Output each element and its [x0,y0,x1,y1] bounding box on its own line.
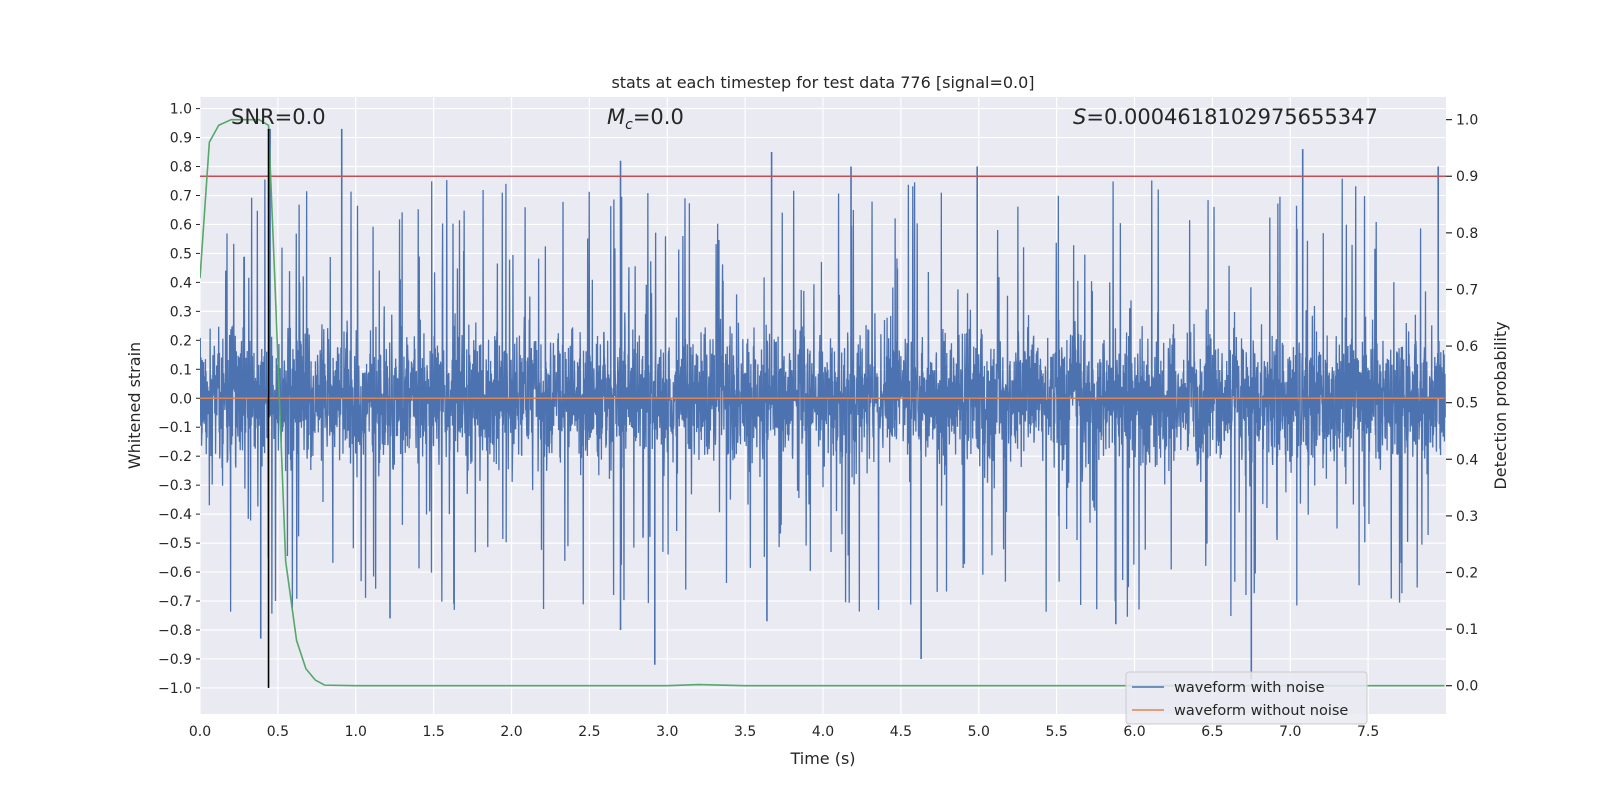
x-tick-label: 4.5 [890,724,912,740]
y-left-tick-label: 0.3 [170,304,192,320]
x-tick-label: 0.0 [189,724,211,740]
x-axis-label: Time (s) [789,749,855,768]
x-tick-label: 5.5 [1045,724,1067,740]
s-value: =0.0004618102975655347 [1086,105,1378,129]
y-left-tick-label: −0.9 [158,652,192,668]
y-right-tick-label: 0.6 [1456,339,1478,355]
y-left-tick-label: −0.8 [158,623,192,639]
x-tick-label: 7.0 [1279,724,1301,740]
mc-annotation: Mc=0.0 [607,105,684,133]
y-right-tick-label: 0.8 [1456,226,1478,242]
y-right-tick-label: 0.5 [1456,396,1478,412]
x-tick-label: 7.5 [1357,724,1379,740]
y-left-tick-label: 0.9 [170,131,192,147]
y-right-tick-label: 0.4 [1456,452,1478,468]
y-left-tick-label: −0.1 [158,420,192,436]
y-left-tick-label: −0.4 [158,507,192,523]
snr-annotation: SNR=0.0 [231,105,326,129]
chart-title: stats at each timestep for test data 776… [611,73,1034,92]
x-tick-label: 1.5 [422,724,444,740]
legend-label-noise: waveform with noise [1174,680,1325,696]
mc-symbol: M [607,105,625,129]
y-left-tick-label: 0.0 [170,391,192,407]
y-axis-label-right: Detection probability [1491,321,1510,489]
x-tick-label: 3.0 [656,724,678,740]
y-right-tick-label: 0.9 [1456,169,1478,185]
y-left-tick-label: 0.7 [170,188,192,204]
y-right-tick-label: 0.1 [1456,622,1478,638]
legend-label-clean: waveform without noise [1174,703,1348,719]
y-right-tick-label: 0.7 [1456,282,1478,298]
x-tick-label: 3.5 [734,724,756,740]
y-left-tick-label: 0.1 [170,362,192,378]
data-layer [200,118,1446,688]
y-left-tick-label: −1.0 [158,681,192,697]
y-axis-label-left: Whitened strain [125,342,144,469]
x-tick-label: 6.0 [1123,724,1145,740]
y-right-tick-label: 0.2 [1456,565,1478,581]
mc-value: =0.0 [633,105,684,129]
y-left-tick-label: 0.2 [170,333,192,349]
y-left-tick-label: 1.0 [170,102,192,118]
x-tick-label: 2.0 [500,724,522,740]
y-left-tick-label: −0.6 [158,565,192,581]
y-right-tick-label: 0.3 [1456,509,1478,525]
legend: waveform with noise waveform without noi… [1125,671,1368,725]
y-left-tick-label: −0.5 [158,536,192,552]
s-symbol: S [1073,105,1086,129]
y-left-tick-label: −0.3 [158,478,192,494]
y-left-tick-label: 0.8 [170,160,192,176]
mc-subscript: c [625,117,633,133]
x-tick-label: 6.5 [1201,724,1223,740]
y-right-tick-label: 0.0 [1456,679,1478,695]
x-tick-label: 4.0 [812,724,834,740]
y-left-tick-label: −0.2 [158,449,192,465]
x-tick-label: 1.0 [345,724,367,740]
y-left-tick-label: 0.5 [170,246,192,262]
y-left-tick-label: 0.6 [170,217,192,233]
y-right-tick-label: 1.0 [1456,113,1478,129]
x-tick-label: 2.5 [578,724,600,740]
y-left-tick-label: 0.4 [170,275,192,291]
legend-box [1125,671,1368,725]
waveform-with-noise-line [200,178,1446,617]
y-left-tick-label: −0.7 [158,594,192,610]
detection-probability-line [200,118,1445,687]
axes: 0.0 0.5 1.0 1.5 2.0 2.5 3.0 3.5 4.0 4.5 5.0 5.5 6.0 6… [158,102,1478,740]
x-tick-label: 0.5 [267,724,289,740]
s-annotation: S=0.0004618102975655347 [1073,105,1378,129]
x-tick-label: 5.0 [968,724,990,740]
